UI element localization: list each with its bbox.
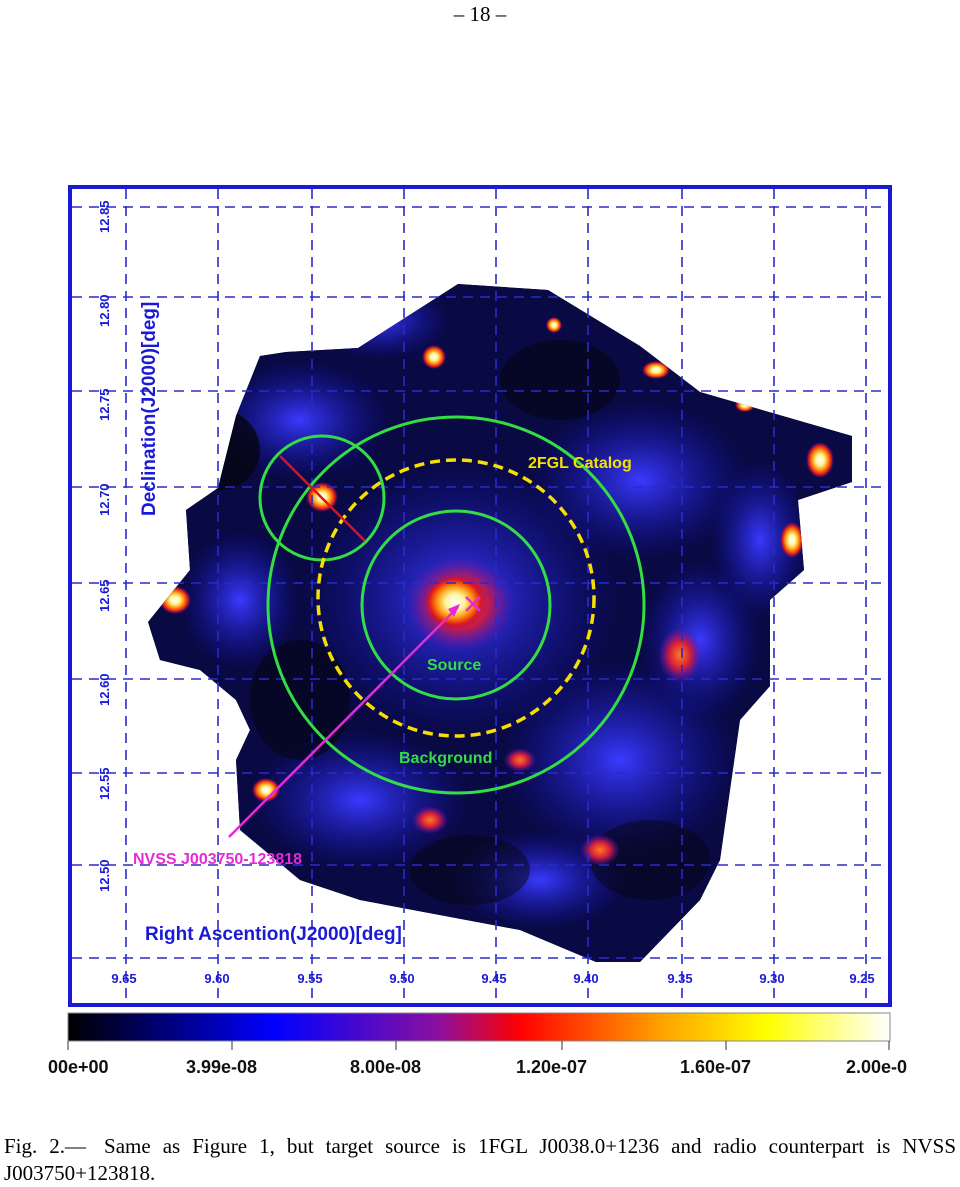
background-outer-circle [266, 415, 646, 795]
catalog-label: 2FGL Catalog [528, 455, 632, 472]
dec-tick-label: 12.75 [97, 388, 112, 421]
dec-tick-label: 12.55 [97, 767, 112, 800]
colorbar-ticks [67, 1041, 890, 1050]
source-label: Source [427, 657, 481, 674]
sky-map-figure: 2FGL Catalog Source Background NVSS J003… [48, 185, 907, 1077]
colorbar-label: 1.60e-07 [680, 1057, 751, 1077]
ra-tick-label: 9.25 [849, 971, 874, 986]
ra-tick-label: 9.55 [297, 971, 322, 986]
colorbar-labels: 00e+00 3.99e-08 8.00e-08 1.20e-07 1.60e-… [48, 1057, 907, 1077]
ra-tick-label: 9.50 [389, 971, 414, 986]
dec-tick-labels: 12.85 12.80 12.75 12.70 12.65 12.60 12.5… [97, 200, 112, 892]
ra-tick-label: 9.30 [759, 971, 784, 986]
dec-tick-label: 12.65 [97, 579, 112, 612]
catalog-error-circle [316, 458, 596, 738]
colorbar-label: 3.99e-08 [186, 1057, 257, 1077]
dec-tick-label: 12.50 [97, 859, 112, 892]
colorbar-label: 00e+00 [48, 1057, 109, 1077]
dec-tick-label: 12.85 [97, 200, 112, 233]
ra-tick-label: 9.40 [573, 971, 598, 986]
dec-tick-label: 12.70 [97, 483, 112, 516]
x-axis-title: Right Ascention(J2000)[deg] [145, 924, 402, 945]
region-overlays [228, 415, 646, 838]
ra-tick-labels: 9.65 9.60 9.55 9.50 9.45 9.40 9.35 9.30 … [111, 971, 874, 986]
page-number: – 18 – [453, 2, 507, 26]
colorbar [67, 1012, 891, 1042]
colorbar-label: 2.00e-0 [846, 1057, 907, 1077]
caption-label: Fig. 2.— [4, 1134, 87, 1158]
ra-tick-label: 9.45 [481, 971, 506, 986]
colorbar-label: 8.00e-08 [350, 1057, 421, 1077]
counterpart-arrow [228, 606, 459, 838]
counterpart-arrowhead [448, 604, 460, 617]
source-circle [360, 509, 552, 701]
counterpart-label: NVSS J003750-123818 [133, 851, 302, 868]
y-axis-title: Declination(J2000)[deg] [139, 302, 160, 516]
exclusion-slash [279, 455, 366, 542]
dec-tick-label: 12.80 [97, 294, 112, 327]
dec-tick-label: 12.60 [97, 673, 112, 706]
counterpart-marker-b [465, 596, 481, 612]
colorbar-label: 1.20e-07 [516, 1057, 587, 1077]
ra-tick-label: 9.35 [667, 971, 692, 986]
ra-tick-label: 9.60 [204, 971, 229, 986]
ra-tick-label: 9.65 [111, 971, 136, 986]
coordinate-grid [72, 189, 888, 1003]
caption-text: Same as Figure 1, but target source is 1… [4, 1134, 956, 1185]
background-label: Background [399, 750, 492, 767]
figure-caption: Fig. 2.— Same as Figure 1, but target so… [4, 1133, 956, 1187]
